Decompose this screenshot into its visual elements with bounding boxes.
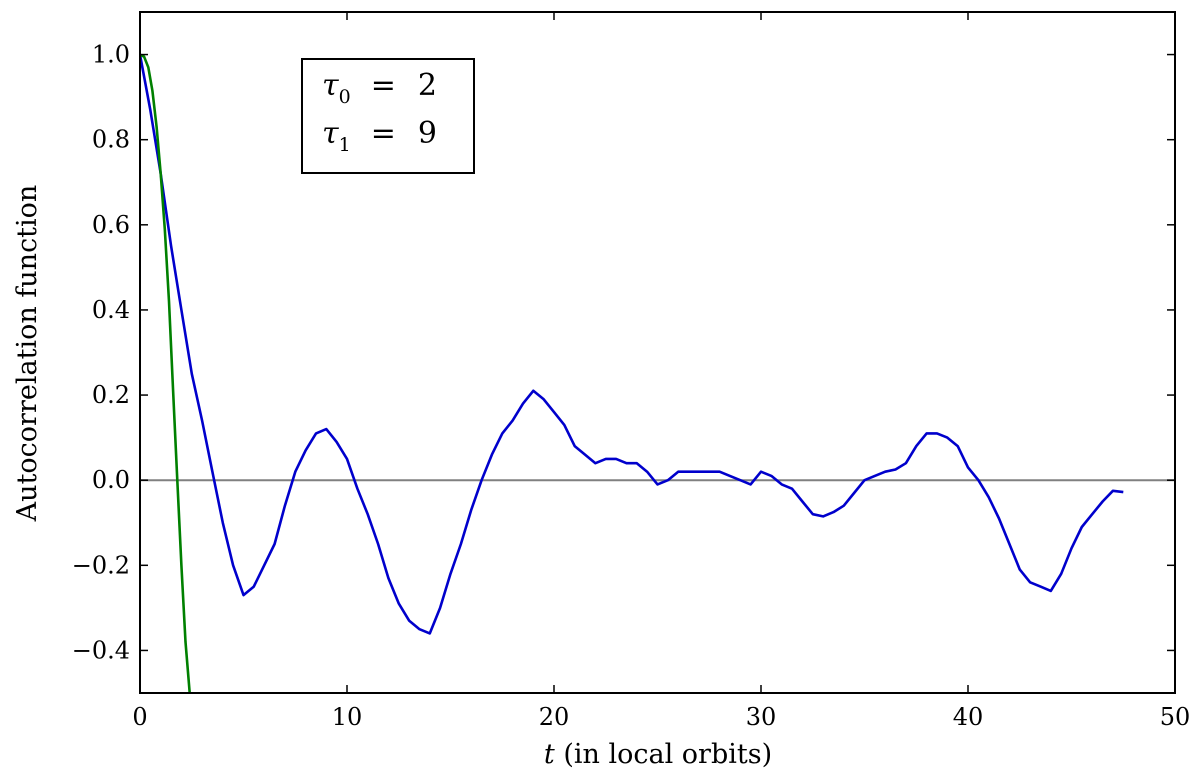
x-axis-label: t (in local orbits): [544, 739, 772, 770]
x-tick-label: 30: [746, 703, 777, 731]
y-tick-label: 0.2: [92, 381, 130, 409]
annotation-line-tau1: τ1 = 9: [322, 116, 437, 156]
y-tick-label: −0.2: [72, 551, 130, 579]
y-axis-label: Autocorrelation function: [12, 185, 43, 523]
ticks-layer: 0 10 20 30 40 50 −0.4 −0.2 0.0 0.2 0.4 0.6 0.8 1.0: [72, 12, 1191, 731]
x-tick-label: 10: [332, 703, 363, 731]
parameter-annotation: τ0 = 2 τ1 = 9: [301, 58, 475, 174]
series-layer: [140, 53, 1175, 693]
y-tick-label: 0.8: [92, 126, 130, 154]
y-tick-label: 0.0: [92, 466, 130, 494]
y-tick-label: 0.4: [92, 296, 130, 324]
y-tick-label: 0.6: [92, 211, 130, 239]
annotation-line-tau0: τ0 = 2: [322, 68, 437, 108]
fit-curve-line: [140, 53, 191, 693]
annotation-box: [301, 58, 475, 174]
y-tick-label: −0.4: [72, 636, 130, 664]
x-tick-label: 50: [1160, 703, 1191, 731]
y-tick-label: 1.0: [92, 41, 130, 69]
x-tick-label: 40: [953, 703, 984, 731]
x-tick-label: 0: [132, 703, 147, 731]
x-tick-label: 20: [539, 703, 570, 731]
autocorrelation-series-line: [140, 54, 1124, 635]
plot-frame: [139, 11, 1176, 694]
